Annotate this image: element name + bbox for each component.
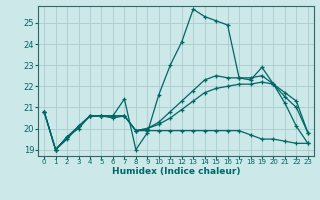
- X-axis label: Humidex (Indice chaleur): Humidex (Indice chaleur): [112, 167, 240, 176]
